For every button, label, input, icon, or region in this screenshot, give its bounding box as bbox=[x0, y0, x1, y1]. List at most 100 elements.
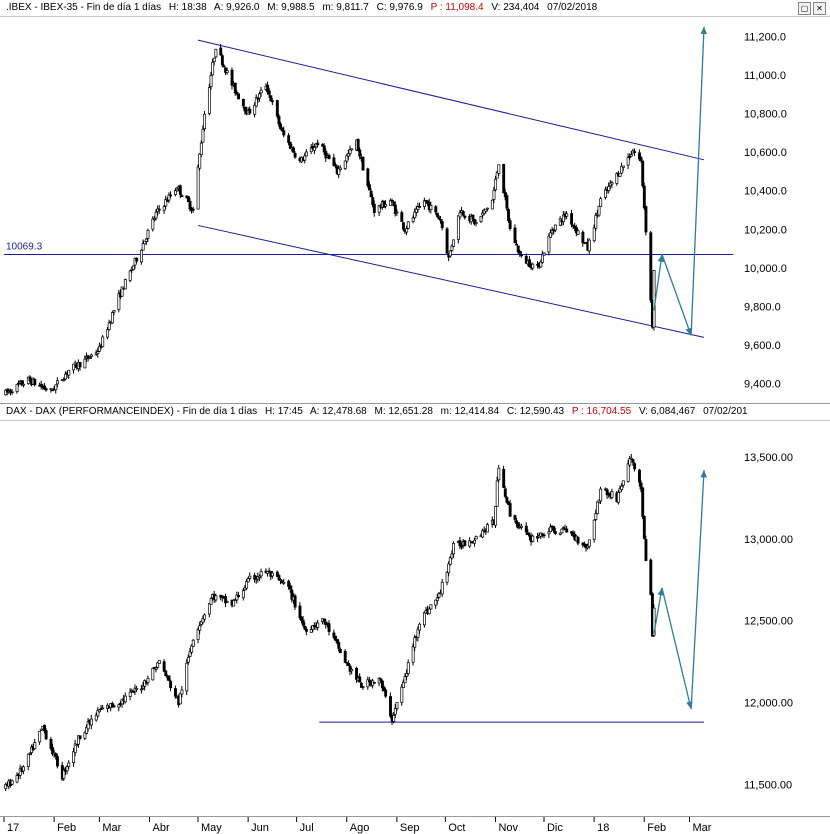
candle-body bbox=[486, 524, 489, 533]
y-tick-label: 9,400.0 bbox=[744, 379, 781, 391]
candle-body bbox=[277, 575, 281, 580]
candle-body bbox=[539, 261, 543, 268]
candle-body bbox=[89, 718, 93, 726]
candle-body bbox=[96, 351, 100, 354]
candle-body bbox=[423, 200, 426, 207]
x-tick-label: Mar bbox=[102, 822, 121, 834]
candle-body bbox=[293, 595, 297, 608]
dax-open: A: 12,478.68 bbox=[310, 406, 367, 417]
candle-body bbox=[327, 154, 331, 160]
candle-body bbox=[135, 257, 139, 262]
candle-body bbox=[460, 545, 464, 548]
candle-body bbox=[117, 704, 121, 708]
y-tick-label: 9,800.0 bbox=[744, 302, 781, 314]
candle-body bbox=[435, 212, 439, 217]
candle-body bbox=[271, 572, 274, 577]
candle-body bbox=[372, 681, 376, 684]
close-button[interactable]: ✕ bbox=[813, 2, 826, 15]
candle-body bbox=[338, 648, 342, 653]
dax-close: C: 12,590.43 bbox=[506, 406, 565, 417]
candle-body bbox=[423, 612, 426, 626]
ibex-volume: V: 234,404 bbox=[491, 2, 540, 13]
dax-date: 07/02/201 bbox=[703, 406, 748, 417]
candle-body bbox=[225, 70, 229, 73]
candle-body bbox=[4, 784, 8, 789]
candle-body bbox=[626, 463, 630, 482]
candle-body bbox=[413, 211, 417, 219]
candle-body bbox=[345, 155, 349, 162]
candle-body bbox=[520, 254, 523, 257]
candle-body bbox=[275, 100, 279, 117]
candle-body bbox=[248, 108, 252, 114]
candle-body bbox=[10, 780, 14, 785]
candle-body bbox=[463, 540, 467, 546]
candle-body bbox=[434, 206, 438, 213]
candle-body bbox=[361, 686, 365, 688]
candle-body bbox=[513, 227, 517, 244]
candle-body bbox=[620, 485, 624, 490]
candle-body bbox=[350, 148, 354, 151]
x-tick-label: May bbox=[201, 822, 222, 834]
candle-body bbox=[358, 149, 362, 157]
candle-body bbox=[51, 389, 55, 392]
candle-body bbox=[418, 206, 422, 208]
candle-body bbox=[448, 250, 452, 257]
candle-body bbox=[279, 123, 283, 130]
candle-body bbox=[140, 688, 143, 691]
candle-body bbox=[403, 676, 407, 684]
candle-body bbox=[492, 189, 496, 200]
candle-body bbox=[75, 744, 79, 747]
candle-body bbox=[621, 480, 625, 486]
horizontal-level-label: 10069.3 bbox=[6, 242, 43, 253]
candle-body bbox=[638, 469, 641, 483]
candle-body bbox=[629, 154, 633, 157]
candle-body bbox=[361, 156, 365, 171]
maximize-button[interactable]: ▢ bbox=[798, 2, 811, 15]
candle-body bbox=[437, 216, 441, 220]
candle-body bbox=[458, 540, 462, 547]
candle-body bbox=[39, 728, 43, 731]
candle-body bbox=[237, 595, 240, 598]
candle-body bbox=[599, 488, 603, 502]
candle-body bbox=[235, 92, 239, 95]
candle-body bbox=[332, 632, 336, 638]
candle-body bbox=[570, 213, 574, 225]
candle-body bbox=[392, 715, 396, 722]
y-tick-label: 11,000.0 bbox=[744, 70, 786, 82]
candle-body bbox=[73, 743, 77, 753]
candle-body bbox=[347, 663, 350, 666]
dax-volume: V: 6,084,467 bbox=[638, 406, 696, 417]
candle-body bbox=[429, 604, 433, 610]
x-tick-label: Sep bbox=[400, 822, 420, 834]
projection-arrow bbox=[653, 470, 705, 710]
candle-body bbox=[309, 629, 313, 633]
candle-body bbox=[531, 535, 535, 542]
candle-body bbox=[214, 48, 218, 58]
candle-body bbox=[128, 691, 132, 697]
candle-body bbox=[587, 539, 591, 547]
candle-body bbox=[169, 680, 173, 689]
candle-body bbox=[83, 358, 87, 369]
candle-body bbox=[552, 526, 556, 532]
ibex-symbol: .IBEX - IBEX-35 - Fin de día 1 días bbox=[6, 2, 162, 13]
x-tick-label: Mar bbox=[692, 822, 711, 834]
dax-low: m: 12,414.84 bbox=[440, 406, 500, 417]
candle-body bbox=[445, 228, 449, 254]
y-tick-label: 12,000.00 bbox=[744, 697, 793, 709]
y-tick-label: 11,500.00 bbox=[744, 779, 792, 791]
candle-body bbox=[553, 224, 557, 231]
x-tick-label: Ago bbox=[350, 822, 370, 834]
candle-body bbox=[198, 625, 202, 631]
candle-body bbox=[327, 623, 331, 632]
candle-body bbox=[28, 753, 32, 755]
candle-body bbox=[358, 676, 362, 683]
candle-body bbox=[43, 724, 46, 732]
candle-body bbox=[473, 539, 477, 544]
candle-body bbox=[185, 662, 189, 692]
candle-body bbox=[456, 215, 460, 240]
candle-body bbox=[146, 678, 150, 683]
candle-body bbox=[298, 605, 302, 619]
candle-body bbox=[379, 678, 383, 682]
candle-body bbox=[107, 322, 111, 330]
candle-body bbox=[531, 263, 535, 269]
